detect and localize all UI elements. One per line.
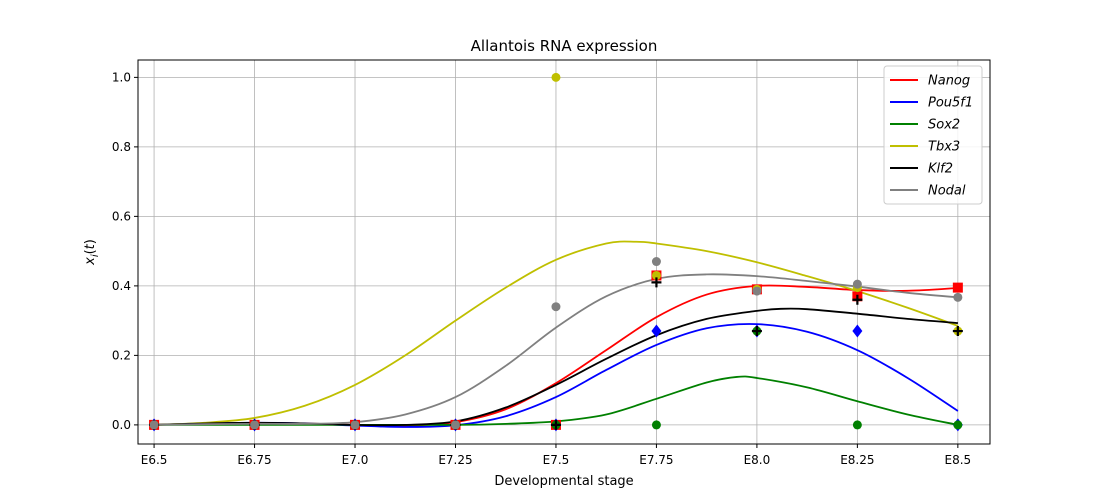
curve-tbx3 (154, 240, 959, 426)
legend: Nanog Pou5f1 Sox2 Tbx3 Klf2 Nodal (883, 65, 983, 205)
legend-box (883, 65, 983, 205)
y-axis: 0.0 0.2 0.4 0.6 0.8 1.0 (112, 70, 138, 432)
y-axis-label: xi(t) (83, 239, 101, 266)
point-nodal (852, 279, 862, 289)
y-tick-label: 0.2 (112, 348, 131, 362)
point-sox2 (852, 420, 862, 430)
curve-nodal (154, 273, 958, 426)
point-klf2 (550, 419, 561, 430)
point-nodal (350, 420, 360, 430)
point-nodal (651, 257, 661, 267)
y-axis-label-argument: ( (83, 249, 98, 254)
x-axis: E6.5 E6.75 E7.0 E7.25 E7.5 E7.75 E8.0 E8.25 E8.5 (141, 444, 971, 467)
x-tick-label: E7.25 (438, 453, 472, 467)
legend-label-sox2: Sox2 (928, 118, 960, 133)
x-tick-label: E6.5 (141, 453, 168, 467)
plot-frame (137, 59, 991, 445)
point-nodal (551, 302, 561, 312)
point-nodal (149, 420, 159, 430)
point-klf2 (651, 277, 662, 288)
y-axis-label-argument-t: t (83, 243, 98, 249)
point-nodal (250, 420, 260, 430)
point-klf2 (952, 326, 963, 337)
point-tbx3 (651, 270, 661, 280)
point-sox2 (953, 420, 963, 430)
chart-title: Allantois RNA expression (471, 37, 658, 55)
y-tick-label: 0.8 (112, 140, 131, 154)
point-sox2 (651, 420, 661, 430)
point-pou5f1 (651, 324, 662, 338)
y-tick-label: 1.0 (112, 70, 131, 84)
legend-label-klf2: Klf2 (928, 162, 953, 177)
y-tick-label: 0.4 (112, 279, 131, 293)
legend-label-tbx3: Tbx3 (928, 140, 960, 155)
y-axis-label-subscript: i (90, 254, 101, 257)
markers (149, 72, 963, 432)
point-nanog (952, 282, 963, 293)
x-tick-label: E6.75 (237, 453, 271, 467)
x-tick-label: E8.25 (840, 453, 874, 467)
x-tick-label: E7.0 (342, 453, 369, 467)
legend-label-nanog: Nanog (928, 74, 970, 89)
y-axis-label-argument-close: ) (83, 239, 98, 244)
point-klf2 (751, 326, 762, 337)
x-axis-label: Developmental stage (494, 474, 633, 489)
x-tick-label: E7.5 (543, 453, 570, 467)
y-tick-label: 0.6 (112, 209, 131, 223)
x-tick-label: E8.5 (945, 453, 972, 467)
point-nodal (953, 292, 963, 302)
point-nodal (450, 420, 460, 430)
x-tick-label: E7.75 (639, 453, 673, 467)
y-tick-label: 0.0 (112, 418, 131, 432)
point-klf2 (852, 294, 863, 305)
legend-label-pou5f1: Pou5f1 (928, 96, 973, 111)
point-nodal (752, 286, 762, 296)
legend-label-nodal: Nodal (928, 184, 966, 199)
point-pou5f1 (852, 324, 863, 338)
point-tbx3 (551, 72, 561, 82)
x-tick-label: E8.0 (744, 453, 771, 467)
